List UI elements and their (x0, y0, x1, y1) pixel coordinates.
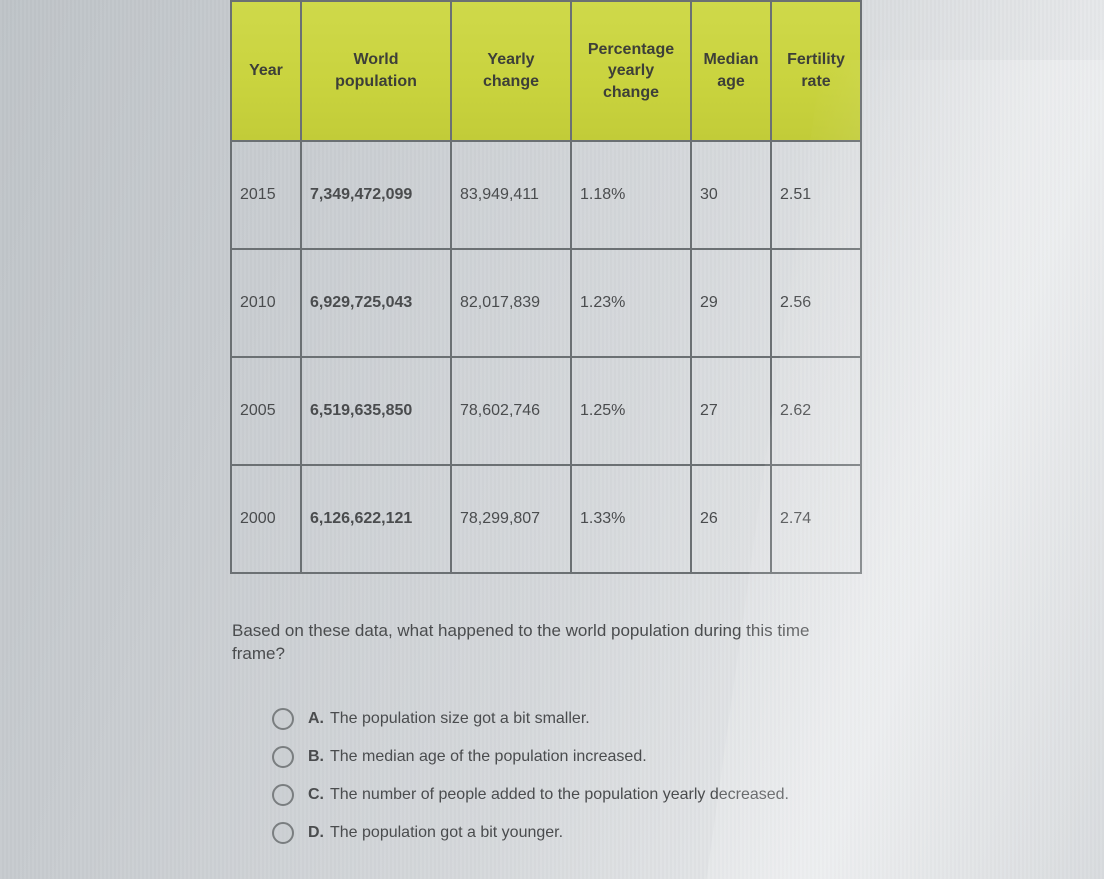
table-header-row: Year Worldpopulation Yearlychange Percen… (231, 1, 861, 141)
choice-a[interactable]: A.The population size got a bit smaller. (272, 708, 870, 730)
col-year: Year (231, 1, 301, 141)
radio-icon[interactable] (272, 708, 294, 730)
cell-pop: 6,929,725,043 (301, 249, 451, 357)
question-line2: frame? (232, 644, 285, 663)
choice-label: D.The population got a bit younger. (308, 824, 563, 842)
cell-pop: 6,519,635,850 (301, 357, 451, 465)
cell-age: 27 (691, 357, 771, 465)
choice-label: A.The population size got a bit smaller. (308, 710, 590, 728)
col-pop: Worldpopulation (301, 1, 451, 141)
content-panel: Year Worldpopulation Yearlychange Percen… (230, 0, 870, 860)
choice-label: B.The median age of the population incre… (308, 748, 647, 766)
col-fert: Fertilityrate (771, 1, 861, 141)
cell-pop: 6,126,622,121 (301, 465, 451, 573)
cell-age: 30 (691, 141, 771, 249)
cell-yc: 78,602,746 (451, 357, 571, 465)
cell-fert: 2.56 (771, 249, 861, 357)
cell-year: 2000 (231, 465, 301, 573)
cell-age: 26 (691, 465, 771, 573)
cell-pct: 1.23% (571, 249, 691, 357)
cell-year: 2005 (231, 357, 301, 465)
cell-pct: 1.33% (571, 465, 691, 573)
radio-icon[interactable] (272, 746, 294, 768)
cell-yc: 82,017,839 (451, 249, 571, 357)
question-text: Based on these data, what happened to th… (230, 620, 870, 666)
cell-fert: 2.51 (771, 141, 861, 249)
answer-choices: A.The population size got a bit smaller.… (230, 708, 870, 844)
choice-d[interactable]: D.The population got a bit younger. (272, 822, 870, 844)
col-yc: Yearlychange (451, 1, 571, 141)
table-row: 2010 6,929,725,043 82,017,839 1.23% 29 2… (231, 249, 861, 357)
cell-yc: 83,949,411 (451, 141, 571, 249)
cell-pct: 1.18% (571, 141, 691, 249)
table-row: 2005 6,519,635,850 78,602,746 1.25% 27 2… (231, 357, 861, 465)
cell-yc: 78,299,807 (451, 465, 571, 573)
radio-icon[interactable] (272, 784, 294, 806)
radio-icon[interactable] (272, 822, 294, 844)
choice-label: C.The number of people added to the popu… (308, 786, 789, 804)
cell-fert: 2.62 (771, 357, 861, 465)
question-line1: Based on these data, what happened to th… (232, 621, 809, 640)
cell-age: 29 (691, 249, 771, 357)
cell-year: 2010 (231, 249, 301, 357)
table-row: 2000 6,126,622,121 78,299,807 1.33% 26 2… (231, 465, 861, 573)
population-table: Year Worldpopulation Yearlychange Percen… (230, 0, 862, 574)
cell-fert: 2.74 (771, 465, 861, 573)
col-pct: Percentageyearlychange (571, 1, 691, 141)
table-row: 2015 7,349,472,099 83,949,411 1.18% 30 2… (231, 141, 861, 249)
cell-pop: 7,349,472,099 (301, 141, 451, 249)
choice-c[interactable]: C.The number of people added to the popu… (272, 784, 870, 806)
col-age: Medianage (691, 1, 771, 141)
cell-pct: 1.25% (571, 357, 691, 465)
cell-year: 2015 (231, 141, 301, 249)
choice-b[interactable]: B.The median age of the population incre… (272, 746, 870, 768)
